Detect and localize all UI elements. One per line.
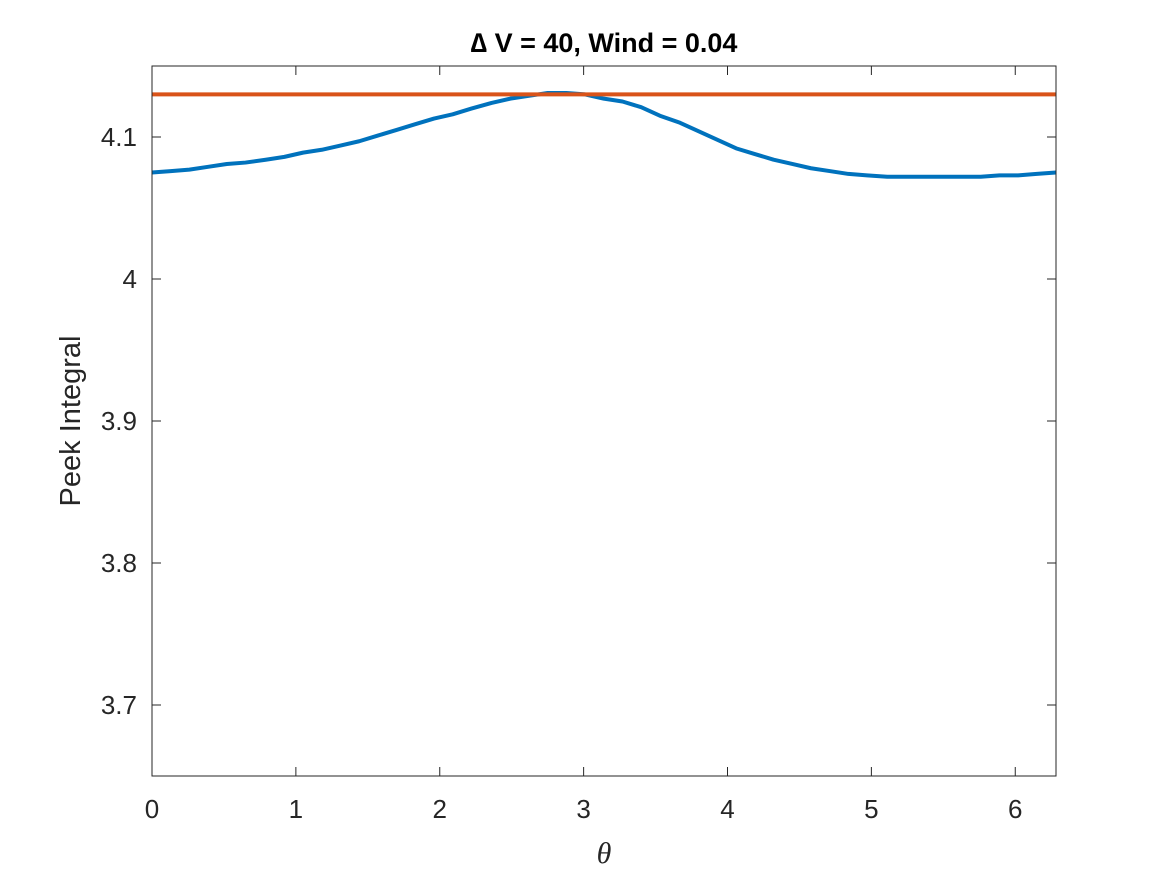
axes-box — [151, 65, 1057, 777]
chart-title: ∆ V = 40, Wind = 0.04 — [471, 28, 738, 58]
y-tick-label: 3.7 — [101, 690, 137, 720]
x-tick-label: 4 — [720, 794, 734, 824]
x-tick-label: 0 — [145, 794, 159, 824]
axes — [151, 65, 1057, 777]
y-tick-label: 3.8 — [101, 548, 137, 578]
x-axis-label: θ — [597, 837, 612, 870]
series-line-1 — [151, 90, 1057, 179]
x-tick-label: 3 — [576, 794, 590, 824]
y-tick-label: 4 — [123, 264, 137, 294]
y-axis: 3.7 3.8 3.9 4 4.1 — [101, 122, 1056, 720]
x-tick-label: 5 — [864, 794, 878, 824]
y-tick-label: 4.1 — [101, 122, 137, 152]
x-tick-label: 6 — [1008, 794, 1022, 824]
x-axis: 0 1 2 3 4 5 6 — [145, 66, 1022, 824]
y-axis-label: Peek Integral — [55, 336, 87, 507]
y-tick-label: 3.9 — [101, 406, 137, 436]
x-tick-label: 2 — [433, 794, 447, 824]
plot-series — [151, 90, 1057, 179]
x-tick-label: 1 — [289, 794, 303, 824]
